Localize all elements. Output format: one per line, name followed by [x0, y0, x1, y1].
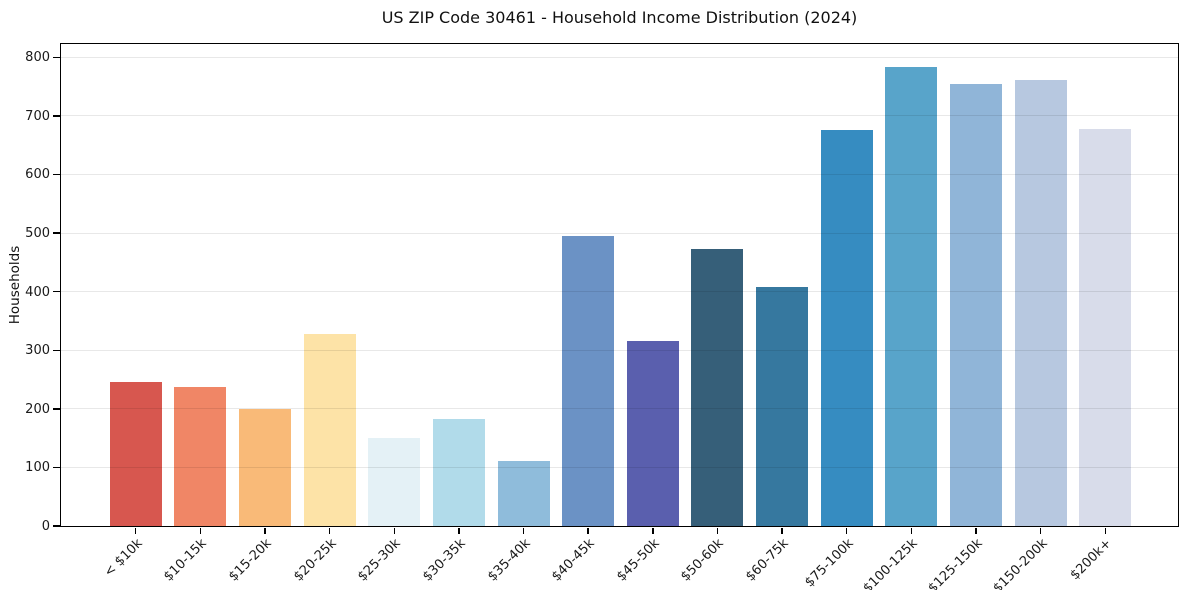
x-tick-mark	[134, 527, 137, 534]
x-tick-mark	[781, 527, 783, 534]
y-tick-mark	[53, 349, 60, 351]
bar-150-200k	[1014, 79, 1067, 526]
bar-125-150k	[950, 83, 1003, 526]
gridline-y-100	[61, 466, 1178, 468]
gridline-y-500	[61, 232, 1178, 234]
bar-10k	[109, 382, 162, 526]
x-tick-mark	[716, 527, 719, 534]
x-tick-mark	[846, 527, 848, 534]
y-tick-label-0: 0	[41, 519, 50, 534]
y-tick-label-200: 200	[25, 401, 50, 417]
x-tick-mark	[652, 527, 654, 534]
x-tick-mark	[1104, 527, 1107, 534]
bar-40-45k	[562, 235, 615, 526]
gridline-y-800	[61, 56, 1178, 58]
y-tick-label-500: 500	[25, 226, 50, 242]
y-tick-mark	[53, 115, 60, 117]
y-tick-mark	[53, 56, 60, 58]
x-tick-mark	[975, 527, 977, 534]
y-tick-label-400: 400	[25, 284, 50, 300]
bar-20-25k	[303, 333, 356, 526]
x-tick-mark	[587, 527, 589, 534]
y-tick-label-600: 600	[25, 167, 50, 183]
y-tick-mark	[53, 173, 60, 176]
x-tick-mark	[1040, 527, 1042, 534]
gridline-y-400	[61, 291, 1178, 293]
bar-15-20k	[238, 408, 291, 526]
y-tick-label-300: 300	[25, 343, 50, 359]
gridline-y-300	[61, 349, 1178, 351]
gridline-y-700	[61, 115, 1178, 117]
x-tick-mark	[458, 527, 460, 534]
y-tick-mark	[53, 290, 60, 293]
plot-area	[53, 43, 1179, 534]
x-tick-mark	[328, 527, 331, 534]
bar-45-50k	[626, 340, 679, 526]
x-tick-mark	[910, 527, 913, 534]
bar-200k	[1079, 129, 1132, 526]
y-tick-mark	[53, 232, 60, 234]
bar-60-75k	[756, 286, 809, 526]
x-tick-mark	[522, 527, 525, 534]
bar-50-60k	[691, 248, 744, 526]
bar-10-15k	[174, 387, 227, 526]
y-tick-label-800: 800	[25, 50, 50, 66]
gridline-y-200	[61, 408, 1178, 410]
bar-35-40k	[497, 460, 550, 526]
gridline-y-600	[61, 173, 1178, 175]
bar-75-100k	[820, 130, 873, 526]
chart-title: US ZIP Code 30461 - Household Income Dis…	[381, 8, 858, 27]
x-tick-mark	[199, 527, 201, 534]
x-tick-mark	[264, 527, 266, 534]
bar-30-35k	[432, 418, 485, 526]
bar-25-30k	[368, 437, 421, 526]
x-tick-mark	[393, 527, 395, 534]
y-tick-mark	[53, 466, 60, 469]
y-tick-label-100: 100	[25, 460, 50, 476]
y-tick-mark	[53, 525, 60, 527]
y-tick-label-700: 700	[25, 108, 50, 124]
x-tick-label-0: < $10k	[101, 536, 146, 581]
bar-100-125k	[885, 67, 938, 526]
y-tick-mark	[53, 408, 60, 410]
